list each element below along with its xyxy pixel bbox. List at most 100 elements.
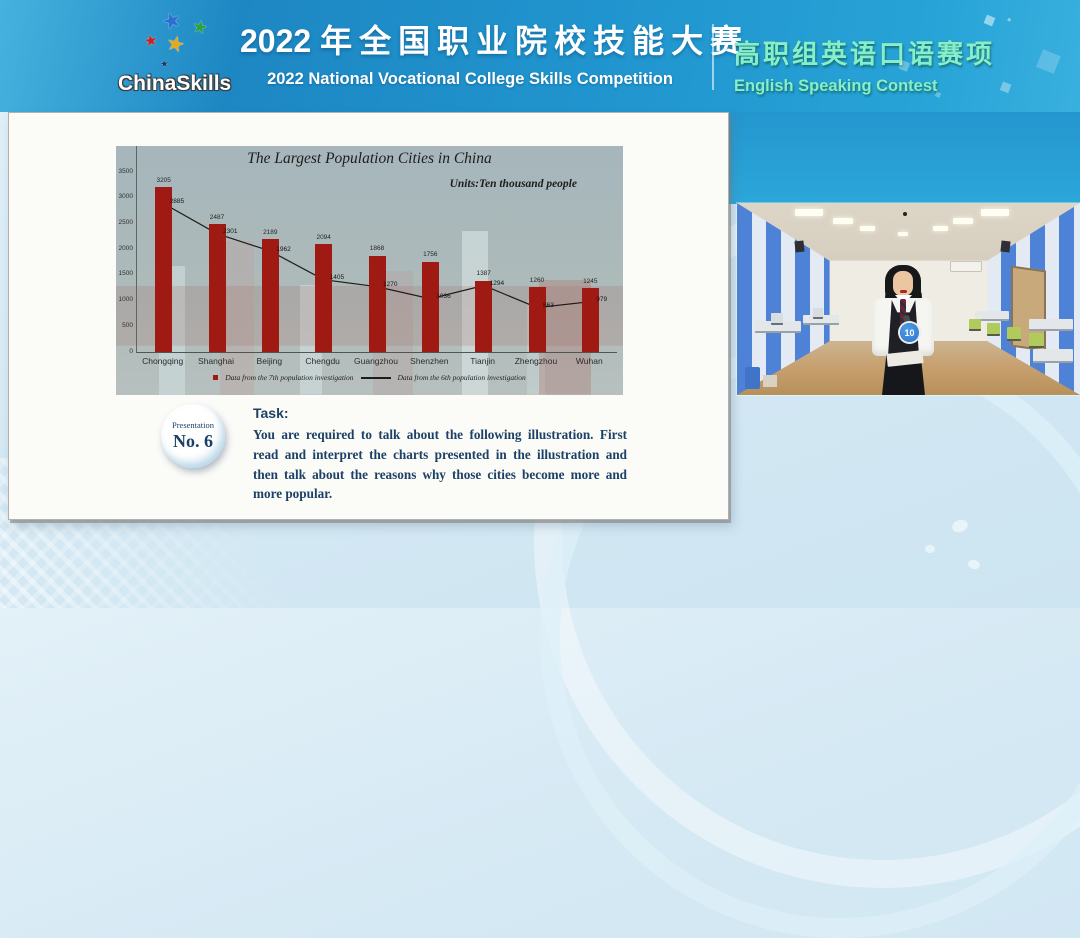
table	[1029, 319, 1073, 331]
chinaskills-logo-text: ChinaSkills	[118, 72, 232, 95]
bar-value-label: 3205	[156, 176, 171, 184]
header-extension	[728, 112, 1080, 204]
header-divider	[712, 24, 714, 90]
category-label: Chongqing	[142, 356, 184, 366]
category-label: Shenzhen	[410, 356, 449, 366]
star-icon: ★	[163, 31, 188, 58]
bar-value-label: 1756	[423, 251, 438, 259]
population-chart: The Largest Population Cities in China U…	[116, 146, 623, 395]
bar-Shanghai	[208, 224, 226, 352]
chart-plot: 3205 2885 2487 2301 2189 1962 2094 1405 1868 1270…	[136, 146, 617, 353]
line-value-label: 1405	[329, 274, 345, 282]
chart-y-axis: 0 500 1000 1500 2000 2500 3000 3500	[116, 146, 133, 354]
ceiling-light	[953, 217, 974, 224]
ceiling-light	[833, 217, 854, 224]
bar-value-label: 1260	[529, 276, 545, 284]
legend-bar-swatch	[213, 375, 219, 380]
competition-title-cn: 2022 年全国职业院校技能大赛	[240, 23, 750, 59]
competition-title-block: 2022 年全国职业院校技能大赛 2022 National Vocationa…	[240, 16, 750, 89]
line-value-label: 2301	[223, 228, 238, 236]
y-tick-label: 3000	[118, 193, 133, 201]
presentation-number-badge: Presentation No. 6	[161, 404, 225, 468]
chinaskills-logo: ★ ★ ★ ★ ★ ChinaSkills	[118, 6, 238, 108]
contestant: 10	[737, 203, 1080, 395]
y-tick-label: 3500	[118, 167, 133, 175]
category-label: Beijing	[256, 356, 283, 366]
bar-value-label: 1868	[369, 245, 385, 253]
tie	[900, 299, 906, 325]
line-value-label: 1962	[276, 245, 291, 253]
line-value-label: 863	[543, 302, 554, 310]
task-body: You are required to talk about the follo…	[253, 427, 627, 502]
chair	[813, 308, 823, 319]
ceiling-camera-icon	[903, 212, 908, 217]
line-value-label: 1036	[436, 293, 451, 301]
table	[803, 315, 839, 325]
line-value-label: 979	[596, 296, 608, 304]
y-tick-label: 2500	[118, 218, 133, 226]
table	[1033, 349, 1073, 363]
category-label: Chengdu	[305, 356, 340, 366]
bar-Tianjin	[475, 280, 493, 352]
background-dot	[925, 545, 935, 553]
bar-value-label: 2487	[209, 213, 225, 221]
y-tick-label: 2000	[118, 244, 133, 252]
chair	[987, 323, 1000, 336]
star-icon: ★	[142, 31, 160, 52]
category-label: Tianjin	[470, 356, 495, 366]
table	[975, 311, 1009, 321]
chair	[771, 313, 783, 325]
ceiling-light	[980, 208, 1009, 216]
lips	[900, 290, 907, 293]
line-value-label: 1270	[383, 281, 398, 289]
legend-line-label: Data from the 6th population investigati…	[397, 373, 526, 382]
bar-value-label: 1387	[476, 270, 491, 278]
chart-legend: Data from the 7th population investigati…	[116, 373, 623, 382]
competition-title-en: 2022 National Vocational College Skills …	[267, 70, 673, 88]
ceiling-light	[932, 226, 948, 232]
category-label: Guangzhou	[354, 356, 398, 366]
chair	[1029, 333, 1044, 348]
bar-value-label: 2094	[316, 233, 331, 241]
legend-bar-label: Data from the 7th population investigati…	[225, 373, 354, 382]
chair	[1007, 327, 1021, 341]
face	[893, 271, 913, 296]
presentation-slide-card: The Largest Population Cities in China U…	[8, 112, 729, 520]
header-banner: ★ ★ ★ ★ ★ ChinaSkills 2022 年全国职业院校技能大赛 2…	[0, 0, 1080, 112]
contestant-video-feed: 10	[737, 203, 1080, 395]
y-tick-label: 0	[129, 347, 133, 355]
contest-title-cn: 高职组英语口语赛项	[734, 39, 996, 69]
trash-bin	[745, 367, 760, 389]
bar-Wuhan	[581, 288, 599, 352]
star-icon: ★	[159, 58, 170, 71]
category-label: Shanghai	[198, 356, 234, 366]
ceiling-light	[860, 226, 876, 232]
badge-number: No. 6	[173, 431, 213, 451]
contestant-number-badge: 10	[900, 323, 919, 342]
bar-Zhengzhou	[528, 287, 546, 352]
table	[755, 321, 801, 333]
bar-Guangzhou	[368, 255, 386, 352]
task-section: Task: You are required to talk about the…	[253, 405, 627, 504]
contest-title-block: 高职组英语口语赛项 English Speaking Contest	[734, 34, 995, 96]
chart-category-labels: Chongqing Shanghai Beijing Chengdu Guangzhou…	[136, 356, 616, 366]
ceiling-light	[795, 208, 824, 216]
bar-Shenzhen	[421, 261, 439, 352]
category-label: Wuhan	[575, 356, 603, 366]
y-tick-label: 500	[122, 321, 133, 329]
star-icon: ★	[190, 15, 211, 39]
y-tick-label: 1500	[118, 270, 133, 278]
contest-title-en: English Speaking Contest	[734, 77, 938, 95]
bar-Chengdu	[315, 244, 333, 352]
bar-value-label: 2189	[263, 228, 278, 236]
badge-label: Presentation	[171, 420, 215, 430]
floor-box	[763, 375, 777, 387]
chart-units-label: Units:Ten thousand people	[449, 178, 577, 190]
air-conditioner	[949, 260, 982, 272]
bar-Beijing	[261, 239, 279, 352]
ceiling-light	[898, 231, 909, 236]
category-label: Zhengzhou	[514, 356, 558, 366]
line-value-label: 2885	[169, 198, 185, 206]
y-tick-label: 1000	[118, 296, 133, 304]
chart-title: The Largest Population Cities in China	[247, 150, 492, 167]
